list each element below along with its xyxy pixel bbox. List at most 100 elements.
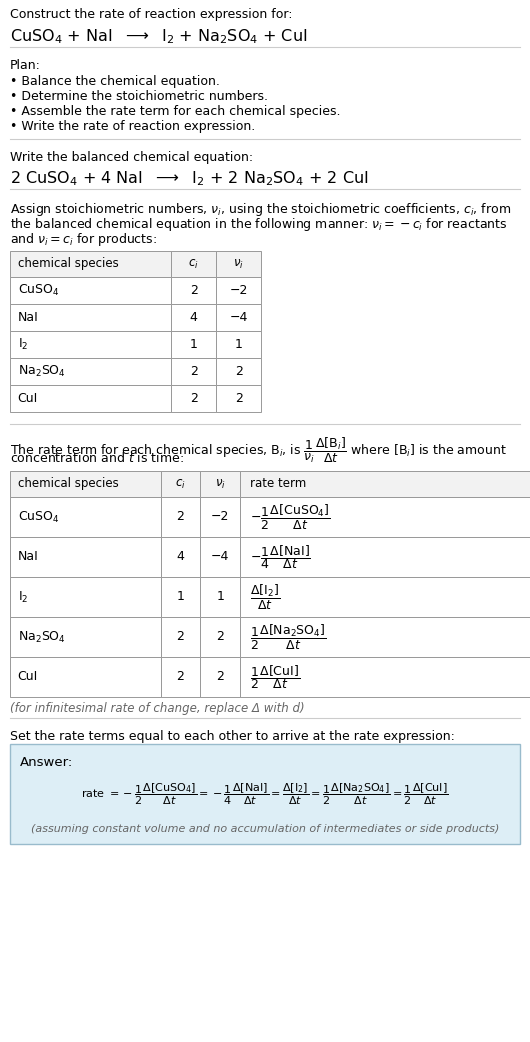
Text: $\dfrac{1}{2}\dfrac{\Delta[\mathrm{CuI}]}{\Delta t}$: $\dfrac{1}{2}\dfrac{\Delta[\mathrm{CuI}]…	[250, 663, 301, 691]
Text: 2: 2	[176, 670, 184, 684]
FancyBboxPatch shape	[10, 577, 161, 617]
FancyBboxPatch shape	[10, 617, 161, 658]
Text: CuSO$_4$: CuSO$_4$	[17, 510, 59, 524]
Text: 2: 2	[190, 284, 198, 297]
FancyBboxPatch shape	[200, 471, 240, 497]
Text: I$_2$: I$_2$	[17, 337, 28, 352]
Text: −2: −2	[211, 511, 229, 523]
Text: 2: 2	[190, 365, 198, 378]
Text: $c_i$: $c_i$	[175, 477, 186, 491]
FancyBboxPatch shape	[171, 358, 216, 384]
Text: the balanced chemical equation in the following manner: $\nu_i = -c_i$ for react: the balanced chemical equation in the fo…	[10, 216, 507, 233]
FancyBboxPatch shape	[216, 331, 261, 358]
FancyBboxPatch shape	[200, 537, 240, 577]
Text: chemical species: chemical species	[17, 477, 118, 491]
Text: rate term: rate term	[250, 477, 306, 491]
FancyBboxPatch shape	[161, 497, 200, 537]
Text: and $\nu_i = c_i$ for products:: and $\nu_i = c_i$ for products:	[10, 231, 156, 248]
FancyBboxPatch shape	[10, 471, 161, 497]
FancyBboxPatch shape	[161, 577, 200, 617]
Text: −4: −4	[211, 550, 229, 564]
Text: 1: 1	[190, 338, 198, 351]
Text: $\dfrac{\Delta[\mathrm{I_2}]}{\Delta t}$: $\dfrac{\Delta[\mathrm{I_2}]}{\Delta t}$	[250, 582, 280, 612]
FancyBboxPatch shape	[161, 537, 200, 577]
FancyBboxPatch shape	[161, 658, 200, 697]
FancyBboxPatch shape	[240, 577, 530, 617]
Text: I$_2$: I$_2$	[17, 590, 28, 604]
FancyBboxPatch shape	[10, 537, 161, 577]
FancyBboxPatch shape	[10, 744, 520, 844]
FancyBboxPatch shape	[171, 277, 216, 304]
Text: • Write the rate of reaction expression.: • Write the rate of reaction expression.	[10, 120, 255, 133]
Text: $\nu_i$: $\nu_i$	[215, 477, 226, 491]
Text: $-\dfrac{1}{4}\dfrac{\Delta[\mathrm{NaI}]}{\Delta t}$: $-\dfrac{1}{4}\dfrac{\Delta[\mathrm{NaI}…	[250, 543, 311, 571]
FancyBboxPatch shape	[216, 304, 261, 331]
FancyBboxPatch shape	[240, 658, 530, 697]
FancyBboxPatch shape	[171, 251, 216, 277]
Text: CuSO$_4$ + NaI  $\longrightarrow$  I$_2$ + Na$_2$SO$_4$ + CuI: CuSO$_4$ + NaI $\longrightarrow$ I$_2$ +…	[10, 27, 307, 46]
Text: Construct the rate of reaction expression for:: Construct the rate of reaction expressio…	[10, 8, 292, 21]
FancyBboxPatch shape	[171, 304, 216, 331]
Text: $\dfrac{1}{2}\dfrac{\Delta[\mathrm{Na_2SO_4}]}{\Delta t}$: $\dfrac{1}{2}\dfrac{\Delta[\mathrm{Na_2S…	[250, 622, 327, 651]
Text: Na$_2$SO$_4$: Na$_2$SO$_4$	[17, 364, 66, 379]
FancyBboxPatch shape	[240, 617, 530, 658]
Text: NaI: NaI	[17, 311, 38, 324]
Text: 2: 2	[176, 630, 184, 644]
Text: 1: 1	[176, 591, 184, 603]
FancyBboxPatch shape	[216, 384, 261, 412]
FancyBboxPatch shape	[200, 617, 240, 658]
Text: rate $= -\dfrac{1}{2}\dfrac{\Delta[\mathrm{CuSO_4}]}{\Delta t} = -\dfrac{1}{4}\d: rate $= -\dfrac{1}{2}\dfrac{\Delta[\math…	[81, 782, 449, 807]
Text: Set the rate terms equal to each other to arrive at the rate expression:: Set the rate terms equal to each other t…	[10, 730, 454, 743]
Text: −4: −4	[229, 311, 248, 324]
FancyBboxPatch shape	[10, 331, 171, 358]
FancyBboxPatch shape	[10, 277, 171, 304]
FancyBboxPatch shape	[10, 304, 171, 331]
Text: 4: 4	[190, 311, 198, 324]
FancyBboxPatch shape	[161, 471, 200, 497]
FancyBboxPatch shape	[10, 384, 171, 412]
Text: NaI: NaI	[17, 550, 38, 564]
Text: Write the balanced chemical equation:: Write the balanced chemical equation:	[10, 151, 253, 164]
Text: 2: 2	[235, 365, 243, 378]
FancyBboxPatch shape	[10, 497, 161, 537]
Text: (assuming constant volume and no accumulation of intermediates or side products): (assuming constant volume and no accumul…	[31, 824, 499, 834]
Text: CuI: CuI	[17, 670, 38, 684]
Text: −2: −2	[229, 284, 248, 297]
FancyBboxPatch shape	[240, 497, 530, 537]
Text: 2: 2	[216, 630, 224, 644]
Text: CuI: CuI	[17, 392, 38, 405]
Text: Plan:: Plan:	[10, 59, 40, 72]
Text: $\nu_i$: $\nu_i$	[233, 257, 244, 271]
Text: $-\dfrac{1}{2}\dfrac{\Delta[\mathrm{CuSO_4}]}{\Delta t}$: $-\dfrac{1}{2}\dfrac{\Delta[\mathrm{CuSO…	[250, 502, 331, 531]
FancyBboxPatch shape	[10, 358, 171, 384]
FancyBboxPatch shape	[171, 331, 216, 358]
Text: Na$_2$SO$_4$: Na$_2$SO$_4$	[17, 629, 66, 645]
Text: (for infinitesimal rate of change, replace Δ with d): (for infinitesimal rate of change, repla…	[10, 702, 304, 715]
FancyBboxPatch shape	[161, 617, 200, 658]
FancyBboxPatch shape	[10, 251, 171, 277]
FancyBboxPatch shape	[216, 251, 261, 277]
FancyBboxPatch shape	[200, 497, 240, 537]
Text: • Assemble the rate term for each chemical species.: • Assemble the rate term for each chemic…	[10, 105, 340, 118]
FancyBboxPatch shape	[171, 384, 216, 412]
Text: Assign stoichiometric numbers, $\nu_i$, using the stoichiometric coefficients, $: Assign stoichiometric numbers, $\nu_i$, …	[10, 201, 510, 218]
Text: 2 CuSO$_4$ + 4 NaI  $\longrightarrow$  I$_2$ + 2 Na$_2$SO$_4$ + 2 CuI: 2 CuSO$_4$ + 4 NaI $\longrightarrow$ I$_…	[10, 169, 368, 188]
Text: Answer:: Answer:	[20, 756, 73, 769]
Text: 2: 2	[235, 392, 243, 405]
FancyBboxPatch shape	[240, 471, 530, 497]
Text: 1: 1	[216, 591, 224, 603]
Text: 2: 2	[216, 670, 224, 684]
Text: 2: 2	[176, 511, 184, 523]
Text: chemical species: chemical species	[17, 257, 118, 271]
FancyBboxPatch shape	[10, 658, 161, 697]
Text: 2: 2	[190, 392, 198, 405]
Text: $c_i$: $c_i$	[188, 257, 199, 271]
FancyBboxPatch shape	[216, 358, 261, 384]
Text: • Determine the stoichiometric numbers.: • Determine the stoichiometric numbers.	[10, 90, 268, 103]
FancyBboxPatch shape	[216, 277, 261, 304]
FancyBboxPatch shape	[200, 577, 240, 617]
Text: CuSO$_4$: CuSO$_4$	[17, 283, 59, 298]
Text: • Balance the chemical equation.: • Balance the chemical equation.	[10, 75, 219, 88]
Text: 4: 4	[176, 550, 184, 564]
Text: The rate term for each chemical species, B$_i$, is $\dfrac{1}{\nu_i}\dfrac{\Delt: The rate term for each chemical species,…	[10, 436, 506, 465]
